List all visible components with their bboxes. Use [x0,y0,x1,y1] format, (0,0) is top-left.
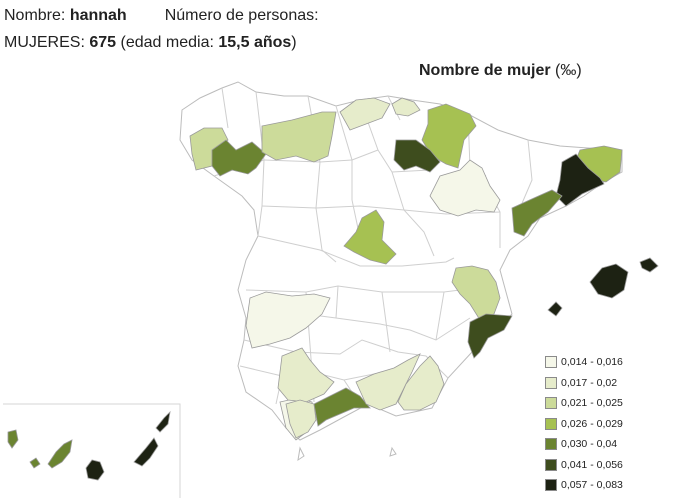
legend-swatch [545,458,557,471]
melilla [389,446,397,457]
legend-swatch [545,397,557,410]
canary-inset-frame [3,403,181,498]
province-bizkaia[interactable] [391,97,421,117]
province-cantabria[interactable] [339,97,391,131]
province-cadiz[interactable] [285,399,317,439]
province-fuerteventura[interactable] [133,437,159,467]
persons-label: Número de personas: [164,7,319,24]
province-asturias[interactable] [261,111,337,163]
legend-label: 0,041 - 0,056 [561,458,623,471]
women-count: 675 [89,34,117,51]
legend-label: 0,017 - 0,02 [561,376,618,389]
legend-swatch [545,479,557,492]
legend-swatch [545,438,557,451]
name-value: hannah [69,7,127,24]
legend-label: 0,030 - 0,04 [561,438,618,451]
legend-swatch [545,356,557,369]
legend-label: 0,021 - 0,025 [561,397,623,410]
province-tarragona[interactable] [511,189,563,237]
legend-item: 0,026 - 0,029 [545,414,675,435]
legend-item: 0,017 - 0,02 [545,373,675,394]
legend-label: 0,014 - 0,016 [561,356,623,369]
map-title-unit: (‰) [555,62,582,79]
province-la-rioja[interactable] [393,139,441,173]
ceuta [297,446,305,462]
province-borders [213,87,533,405]
name-line: Nombre: hannah Número de personas: [4,6,319,26]
women-label: MUJERES: [4,34,85,51]
province-menorca[interactable] [639,257,659,273]
province-mallorca[interactable] [589,263,629,299]
avg-age-close: ) [291,34,297,51]
legend-item: 0,021 - 0,025 [545,393,675,414]
province-layer [7,97,659,481]
legend-label: 0,026 - 0,029 [561,417,623,430]
province-gran-canaria[interactable] [85,459,105,481]
province-madrid[interactable] [343,209,397,265]
province-ibiza[interactable] [547,301,563,317]
province-navarra[interactable] [421,103,477,169]
legend-item: 0,041 - 0,056 [545,455,675,476]
avg-age-open: (edad media: [120,34,214,51]
map-title-text: Nombre de mujer [419,62,551,79]
women-line: MUJERES: 675 (edad media: 15,5 años) [4,33,297,53]
province-malaga[interactable] [313,387,371,427]
legend-item: 0,014 - 0,016 [545,352,675,373]
province-huesca[interactable] [429,159,501,217]
province-alicante[interactable] [467,313,513,359]
legend-swatch [545,376,557,389]
legend-item: 0,057 - 0,083 [545,475,675,496]
province-almeria[interactable] [397,355,445,411]
avg-age-value: 15,5 años [218,34,292,51]
map-title: Nombre de mujer (‰) [419,61,582,81]
province-lanzarote[interactable] [155,410,171,433]
legend: 0,014 - 0,016 0,017 - 0,02 0,021 - 0,025 0,… [545,352,675,496]
name-label: Nombre: [4,7,66,24]
legend-swatch [545,417,557,430]
legend-label: 0,057 - 0,083 [561,479,623,492]
province-valencia[interactable] [451,265,501,321]
province-la-gomera[interactable] [29,457,41,469]
province-lugo[interactable] [211,139,267,177]
province-badajoz[interactable] [245,291,331,349]
province-granada[interactable] [355,353,421,411]
province-sevilla[interactable] [277,347,335,403]
province-la-palma[interactable] [7,429,19,449]
legend-item: 0,030 - 0,04 [545,434,675,455]
province-tenerife[interactable] [47,439,73,469]
province-barcelona[interactable] [555,153,605,207]
